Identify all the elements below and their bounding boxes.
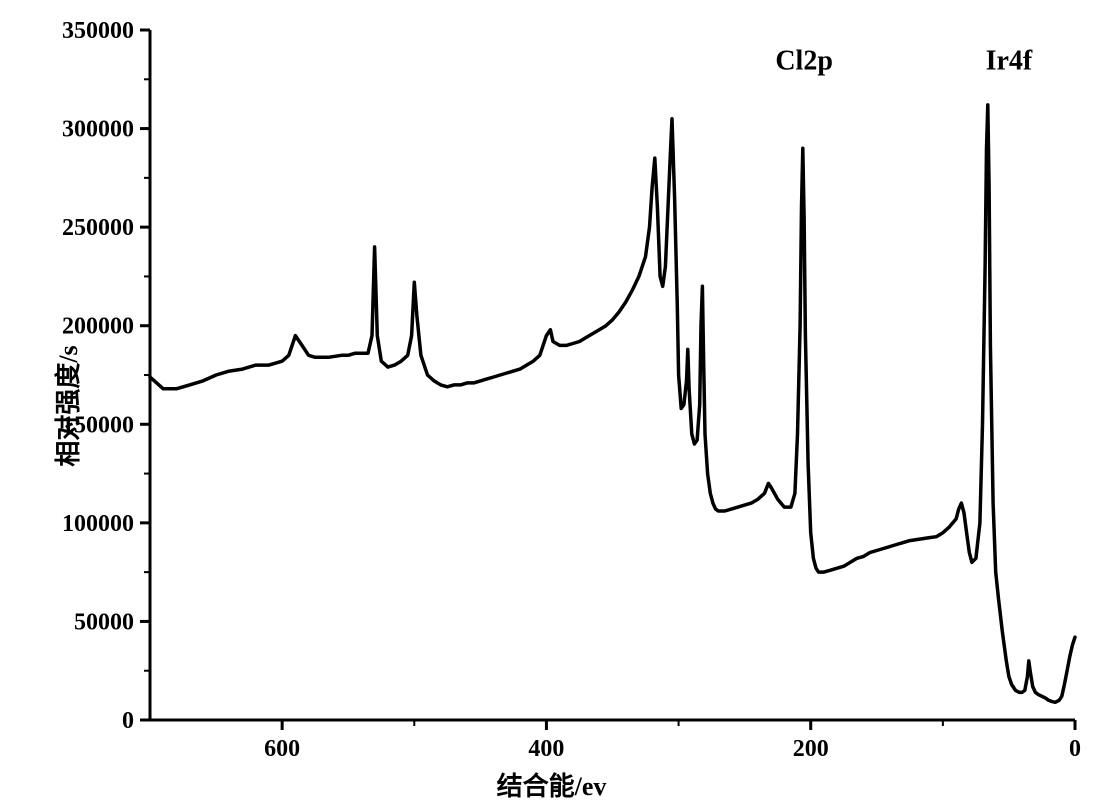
y-axis-label: 相对强度/s <box>48 345 85 466</box>
spectrum-line <box>150 105 1075 702</box>
peak-annotation: Cl2p <box>775 45 833 76</box>
xps-spectrum-chart: 0500001000001500002000002500003000003500… <box>0 0 1103 811</box>
svg-text:50000: 50000 <box>74 609 134 635</box>
svg-text:200000: 200000 <box>62 314 134 340</box>
peak-annotation: Ir4f <box>986 45 1033 76</box>
svg-text:600: 600 <box>264 736 300 762</box>
svg-text:0: 0 <box>122 708 134 734</box>
svg-text:250000: 250000 <box>62 215 134 241</box>
svg-text:350000: 350000 <box>62 18 134 44</box>
svg-text:300000: 300000 <box>62 117 134 143</box>
svg-text:200: 200 <box>793 736 829 762</box>
svg-text:100000: 100000 <box>62 511 134 537</box>
chart-canvas: 0500001000001500002000002500003000003500… <box>0 0 1103 811</box>
svg-text:400: 400 <box>528 736 564 762</box>
svg-text:0: 0 <box>1069 736 1081 762</box>
x-axis-label: 结合能/ev <box>497 766 607 803</box>
